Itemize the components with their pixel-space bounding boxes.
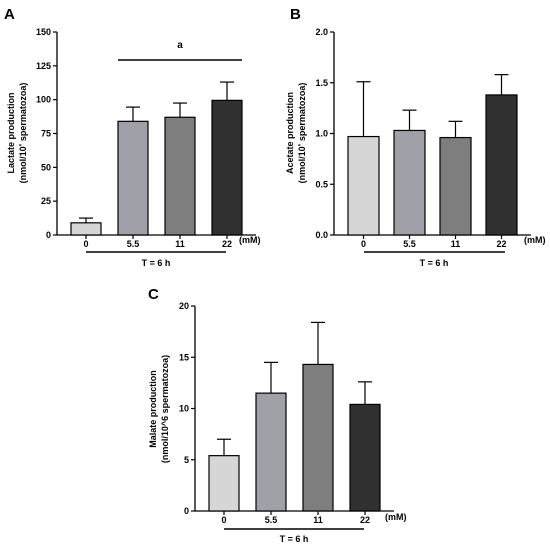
bar — [164, 116, 196, 236]
y-tick-label: 10 — [179, 404, 189, 414]
y-tick-label: 0.5 — [315, 179, 328, 189]
y-tick-label: 1.5 — [315, 78, 328, 88]
y-tick-label: 100 — [36, 95, 51, 105]
y-tick-label: 125 — [36, 61, 51, 71]
x-tick-label: 5.5 — [127, 239, 140, 249]
x-tick-label: 22 — [496, 239, 506, 249]
y-tick-label: 150 — [36, 27, 51, 37]
panel-letter-b: B — [290, 6, 301, 23]
x-tick-label: 22 — [360, 515, 370, 525]
y-tick-label: 2.0 — [315, 27, 328, 37]
bar — [347, 135, 380, 236]
y-axis-title-b: Acetate production — [285, 92, 295, 174]
x-tick-label: 22 — [222, 239, 232, 249]
unit-label-a: (mM) — [239, 235, 261, 245]
bar — [208, 455, 240, 512]
bar — [70, 222, 102, 236]
x-tick-label: 0 — [361, 239, 366, 249]
y-tick-label: 20 — [179, 301, 189, 311]
panel-acetate: B Acetate production (nmol/10⁶ spermatoz… — [285, 6, 546, 268]
bar — [302, 363, 334, 512]
y-axis-subtitle-c: (nmol/10^6 spermatozoa) — [160, 355, 170, 463]
panel-letter-c: C — [148, 286, 159, 303]
y-tick-label: 0 — [184, 506, 189, 516]
x-tick-label: 0 — [83, 239, 88, 249]
y-tick-label: 0.0 — [315, 230, 328, 240]
bar — [439, 136, 472, 236]
y-axis-title-a: Lactate production — [6, 92, 16, 173]
panel-letter-a: A — [4, 6, 15, 23]
bar — [393, 129, 426, 236]
bar — [349, 403, 381, 512]
bar — [117, 120, 149, 236]
time-label-b: T = 6 h — [420, 258, 449, 268]
y-axis-subtitle-a: (nmol/10⁶ spermatozoa) — [18, 83, 28, 184]
y-tick-label: 5 — [184, 455, 189, 465]
x-tick-label: 11 — [451, 239, 461, 249]
x-tick-label: 11 — [175, 239, 185, 249]
y-axis-subtitle-b: (nmol/10⁶ spermatozoa) — [297, 83, 307, 184]
x-tick-label: 0 — [221, 515, 226, 525]
bar — [255, 392, 287, 512]
y-tick-label: 0 — [46, 230, 51, 240]
y-tick-label: 75 — [41, 129, 51, 139]
x-tick-label: 5.5 — [265, 515, 278, 525]
y-tick-label: 15 — [179, 352, 189, 362]
significance-label: a — [177, 40, 183, 51]
bar — [211, 99, 243, 236]
time-label-c: T = 6 h — [280, 534, 309, 544]
panel-lactate: A Lactate production (nmol/10⁶ spermatoz… — [4, 6, 261, 268]
y-tick-label: 25 — [41, 196, 51, 206]
y-tick-label: 1.0 — [315, 129, 328, 139]
y-tick-label: 50 — [41, 162, 51, 172]
time-label-a: T = 6 h — [142, 258, 171, 268]
x-tick-label: 5.5 — [403, 239, 416, 249]
x-tick-label: 11 — [313, 515, 323, 525]
bar — [485, 94, 518, 236]
unit-label-c: (mM) — [385, 512, 407, 522]
y-axis-title-c: Malate production — [148, 370, 158, 448]
panel-malate: C Malate production (nmol/10^6 spermatoz… — [148, 286, 407, 544]
unit-label-b: (mM) — [524, 235, 546, 245]
